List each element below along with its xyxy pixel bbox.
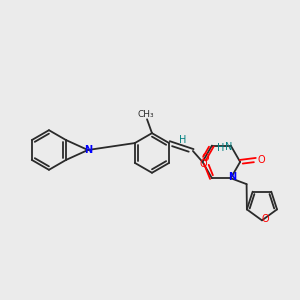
Text: O: O: [261, 214, 269, 224]
Text: H: H: [179, 135, 187, 145]
Text: CH₃: CH₃: [138, 110, 154, 119]
Text: O: O: [257, 155, 265, 165]
Text: N: N: [84, 145, 92, 155]
Text: N: N: [228, 172, 236, 182]
Text: O: O: [201, 153, 209, 164]
Text: N: N: [225, 142, 232, 152]
Text: O: O: [199, 159, 207, 170]
Text: H: H: [217, 142, 224, 153]
